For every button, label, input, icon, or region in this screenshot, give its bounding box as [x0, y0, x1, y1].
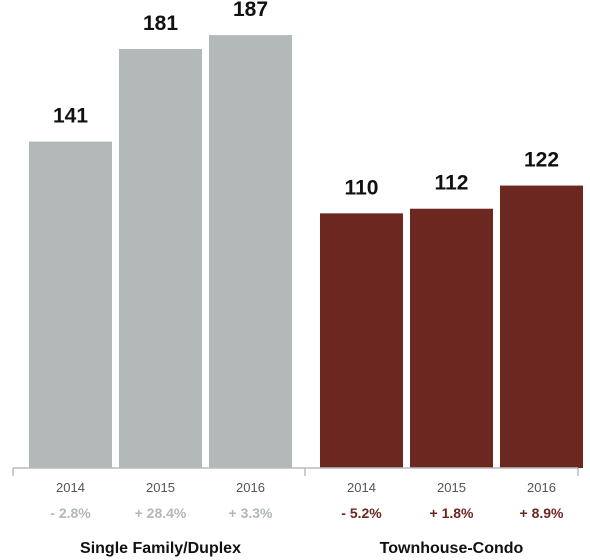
bar-value-label: 187 [233, 0, 268, 21]
bar [500, 185, 583, 468]
bars-layer [29, 35, 583, 469]
bar-value-label: 112 [435, 172, 469, 195]
change-label: + 3.3% [229, 505, 274, 521]
group-label: Single Family/Duplex [80, 540, 241, 557]
bar [410, 208, 493, 468]
x-tick-label: 2014 [347, 480, 376, 495]
group-label: Townhouse-Condo [380, 540, 524, 557]
bar-value-label: 141 [53, 105, 88, 128]
bar [29, 141, 112, 468]
x-axis-ticks [12, 468, 579, 476]
change-label: + 28.4% [135, 505, 187, 521]
x-tick-label: 2015 [437, 480, 466, 495]
change-label: + 1.8% [430, 505, 475, 521]
labels-layer: 141 2014 - 2.8% 181 2015 + 28.4% 187 2016 + 3.3%… [50, 0, 564, 557]
x-tick-label: 2016 [527, 480, 556, 495]
bar [209, 35, 292, 468]
bar-value-label: 181 [143, 12, 178, 35]
change-label: + 8.9% [520, 505, 565, 521]
bar [320, 213, 403, 468]
x-tick-label: 2014 [56, 480, 85, 495]
x-tick-label: 2016 [236, 480, 265, 495]
change-label: - 2.8% [50, 505, 91, 521]
bar [119, 48, 202, 469]
bar-value-label: 110 [345, 176, 379, 199]
change-label: - 5.2% [341, 505, 382, 521]
x-tick-label: 2015 [146, 480, 175, 495]
bar-value-label: 122 [524, 149, 559, 172]
